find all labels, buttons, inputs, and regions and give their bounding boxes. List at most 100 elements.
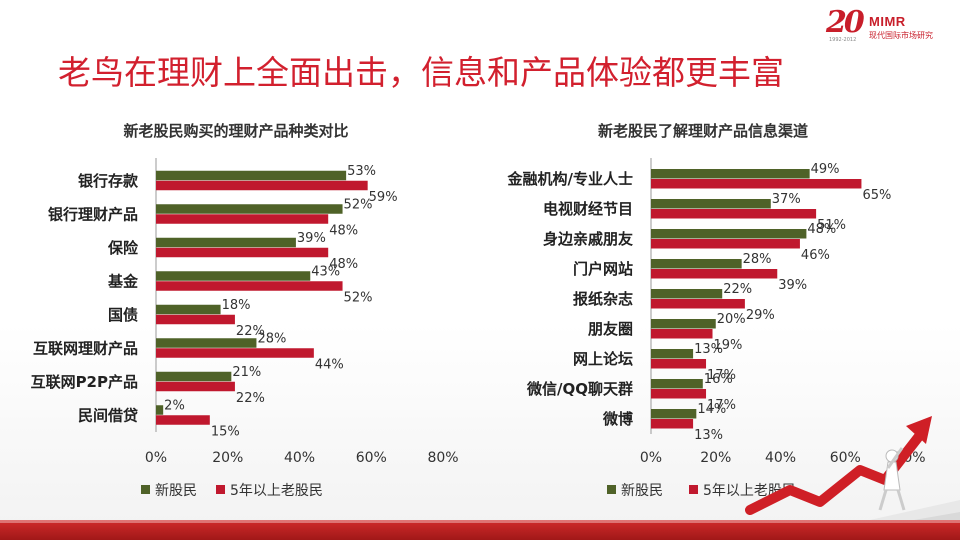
data-label: 16%	[704, 372, 733, 387]
category-label: 互联网理财产品	[33, 339, 138, 357]
category-label: 微信/QQ聊天群	[526, 380, 633, 398]
data-label: 14%	[697, 402, 726, 417]
x-tick-label: 60%	[356, 450, 387, 466]
data-label: 2%	[164, 398, 185, 413]
data-label: 52%	[344, 197, 373, 212]
category-label: 电视财经节目	[543, 200, 633, 218]
x-tick-label: 20%	[700, 450, 731, 466]
data-label: 37%	[772, 192, 801, 207]
logo-brand: MIMR	[869, 14, 906, 29]
bar-new-investor	[156, 271, 311, 281]
bar-new-investor	[651, 379, 703, 389]
footer-band	[0, 520, 960, 540]
bar-veteran-investor	[156, 180, 368, 191]
bar-veteran-investor	[156, 247, 329, 258]
category-label: 保险	[107, 239, 139, 257]
bar-veteran-investor	[651, 359, 707, 369]
legend-label: 5年以上老股民	[230, 483, 323, 499]
bar-veteran-investor	[651, 209, 817, 219]
x-tick-label: 0%	[640, 450, 662, 466]
category-label: 银行存款	[78, 172, 139, 190]
bar-new-investor	[651, 199, 771, 209]
bar-new-investor	[156, 204, 343, 214]
x-tick-label: 40%	[765, 450, 796, 466]
category-label: 国债	[108, 306, 138, 324]
data-label: 48%	[807, 222, 836, 237]
bar-veteran-investor	[156, 314, 235, 325]
legend-label: 新股民	[621, 483, 663, 499]
data-label: 39%	[297, 231, 326, 246]
bar-veteran-investor	[156, 348, 314, 358]
category-label: 网上论坛	[573, 350, 633, 368]
data-label: 15%	[211, 424, 240, 439]
chart-title: 新老股民购买的理财产品种类对比	[123, 122, 348, 140]
data-label: 13%	[694, 342, 723, 357]
bar-veteran-investor	[651, 269, 778, 279]
bar-veteran-investor	[651, 239, 800, 249]
data-label: 20%	[717, 312, 746, 327]
bar-veteran-investor	[156, 415, 210, 425]
data-label: 28%	[743, 252, 772, 267]
legend-swatch-new-investor	[141, 485, 150, 494]
bar-new-investor	[651, 409, 697, 419]
bar-veteran-investor	[156, 381, 235, 392]
data-label: 28%	[257, 331, 286, 346]
bar-new-investor	[156, 338, 257, 348]
data-label: 13%	[694, 428, 723, 443]
bar-new-investor	[651, 229, 807, 239]
data-label: 49%	[811, 162, 840, 177]
bar-new-investor	[156, 237, 296, 248]
bar-veteran-investor	[651, 299, 745, 309]
category-label: 朋友圈	[588, 320, 633, 338]
x-tick-label: 80%	[427, 450, 458, 466]
bar-new-investor	[156, 170, 347, 181]
data-label: 17%	[707, 398, 736, 413]
bar-new-investor	[156, 405, 164, 415]
bar-new-investor	[651, 349, 694, 359]
category-label: 微博	[602, 410, 633, 428]
data-label: 22%	[236, 391, 265, 406]
data-label: 19%	[714, 338, 743, 353]
category-label: 民间借贷	[78, 406, 138, 424]
data-label: 22%	[723, 282, 752, 297]
data-label: 39%	[778, 278, 807, 293]
bar-new-investor	[651, 259, 742, 269]
bar-veteran-investor	[651, 419, 694, 429]
bar-new-investor	[651, 289, 723, 299]
legend-label: 新股民	[155, 483, 197, 499]
data-label: 21%	[232, 365, 261, 380]
logo-brand-cn: 现代国际市场研究	[869, 31, 933, 40]
bar-veteran-investor	[156, 214, 329, 224]
category-label: 互联网P2P产品	[31, 373, 138, 391]
category-label: 基金	[107, 272, 139, 290]
company-logo: 20 MIMR 现代国际市场研究 1992-2012	[826, 8, 956, 44]
data-label: 48%	[329, 223, 358, 238]
category-label: 报纸杂志	[573, 290, 633, 308]
chart-title: 新老股民了解理财产品信息渠道	[598, 122, 808, 140]
rising-arrow-illustration	[745, 416, 960, 540]
x-tick-label: 60%	[830, 450, 861, 466]
data-label: 44%	[315, 357, 344, 372]
logo-years: 1992-2012	[829, 37, 857, 43]
bar-new-investor	[156, 371, 232, 382]
legend-swatch-veteran-investor	[689, 485, 698, 494]
data-label: 18%	[222, 298, 251, 313]
category-label: 金融机构/专业人士	[507, 170, 633, 188]
bar-new-investor	[156, 304, 221, 315]
data-label: 52%	[344, 290, 373, 305]
data-label: 65%	[862, 188, 891, 203]
data-label: 48%	[329, 257, 358, 272]
data-label: 43%	[311, 264, 340, 279]
bar-new-investor	[651, 169, 810, 179]
data-label: 59%	[369, 190, 398, 205]
bar-veteran-investor	[651, 179, 862, 189]
data-label: 51%	[817, 218, 846, 233]
logo-number: 20	[826, 5, 865, 40]
bar-veteran-investor	[156, 281, 343, 291]
category-label: 银行理财产品	[48, 205, 138, 223]
data-label: 22%	[236, 324, 265, 339]
bar-veteran-investor	[651, 389, 707, 399]
bar-new-investor	[651, 319, 716, 329]
slide-title: 老鸟在理财上全面出击，信息和产品体验都更丰富	[58, 53, 784, 92]
